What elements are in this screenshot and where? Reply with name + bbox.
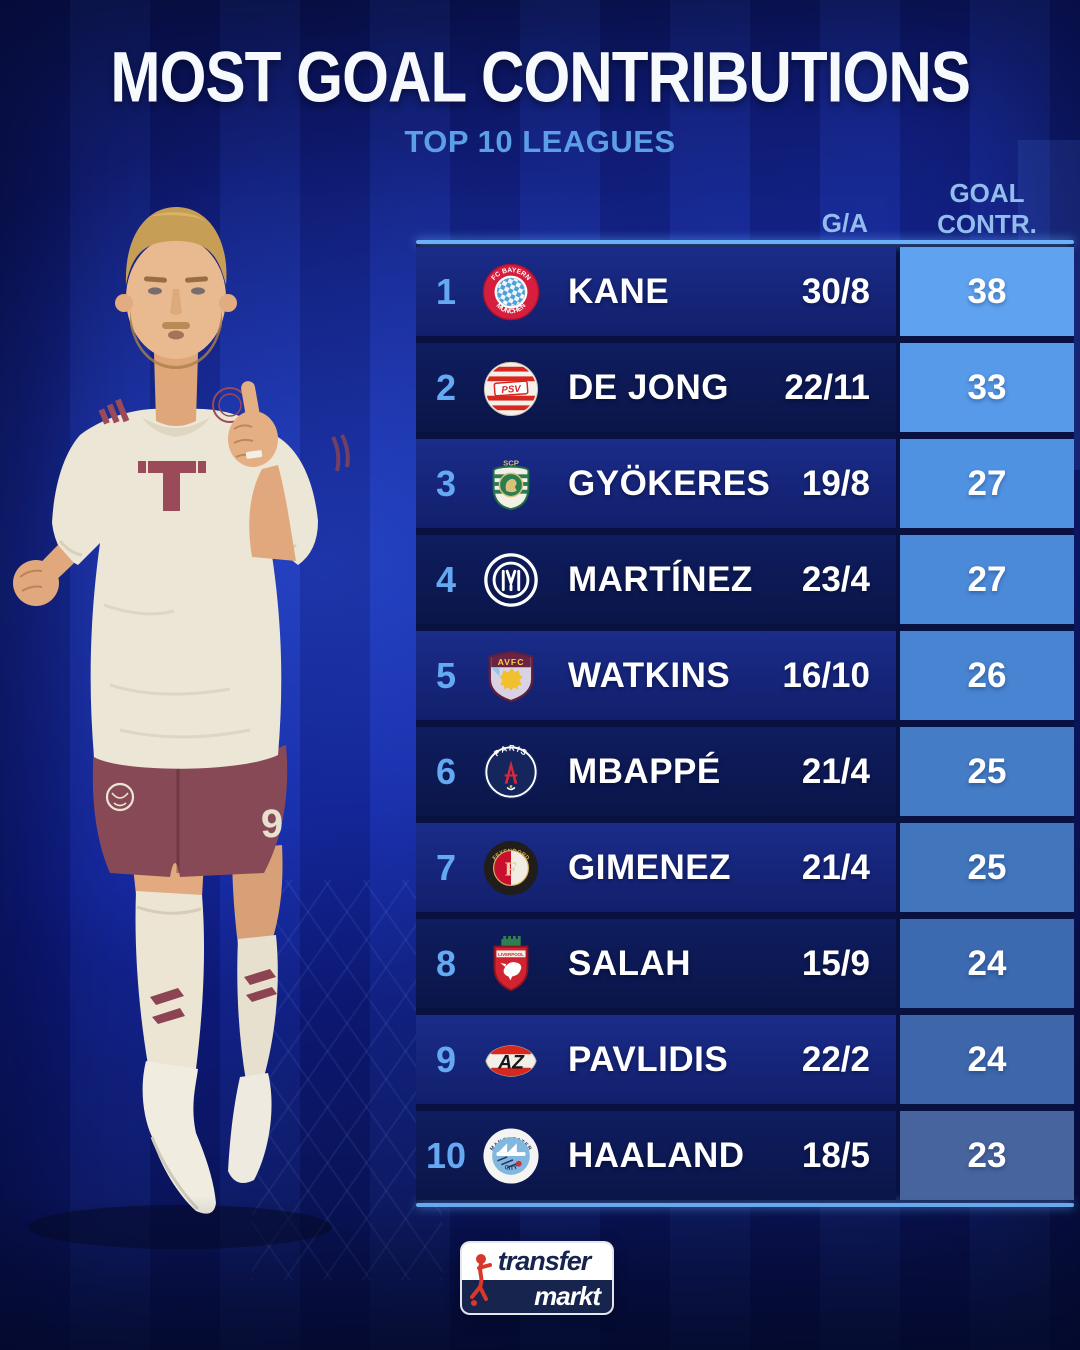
ga-value: 21/4 xyxy=(801,847,870,887)
rank-label: 10 xyxy=(425,1134,467,1176)
rank-label: 2 xyxy=(435,366,457,408)
ga-value: 22/2 xyxy=(801,1039,870,1079)
table-row-main: 6 PARIS MBAPPÉ 21/4 xyxy=(416,727,896,816)
table-row: 1 FC BAYERN MÜNCHEN KANE 30/8 38 xyxy=(416,247,1074,336)
rank-label: 8 xyxy=(435,942,457,984)
column-header-goal-line: GOAL xyxy=(949,178,1025,208)
transfermarkt-logo: transfer markt xyxy=(462,1243,612,1313)
table-row-main: 5 AVFC WATKINS 16/10 xyxy=(416,631,896,720)
manchester-city-badge-icon: MANCHESTERCITY xyxy=(482,1127,540,1185)
rank-label: 3 xyxy=(435,462,457,504)
column-header-ga: G/A xyxy=(821,208,868,238)
page-title: MOST GOAL CONTRIBUTIONS xyxy=(0,37,1080,118)
ga-value: 22/11 xyxy=(784,367,870,407)
goal-contr-value: 26 xyxy=(900,631,1074,720)
goal-contr-value: 33 xyxy=(900,343,1074,432)
table-row: 3 SCP GYÖKERES 19/8 27 xyxy=(416,439,1074,528)
table-row: 2 PSV DE JONG 22/11 33 xyxy=(416,343,1074,432)
rank-label: 7 xyxy=(435,846,457,888)
sporting-cp-badge-icon: SCP xyxy=(482,455,540,513)
rank-label: 1 xyxy=(435,270,457,312)
table-row-main: 8 LIVERPOOL SALAH 15/9 xyxy=(416,919,896,1008)
aston-villa-badge-icon: AVFC xyxy=(482,647,540,705)
table-row: 8 LIVERPOOL SALAH 15/9 24 xyxy=(416,919,1074,1008)
transfermarkt-logo-top-text: transfer xyxy=(497,1246,592,1276)
rank-label: 5 xyxy=(435,654,457,696)
svg-text:PSV: PSV xyxy=(501,383,523,395)
rank-label: 9 xyxy=(435,1038,457,1080)
column-header-goal-contr: GOAL CONTR. xyxy=(900,178,1074,240)
svg-text:LIVERPOOL: LIVERPOOL xyxy=(498,951,524,956)
goal-contr-value: 25 xyxy=(900,823,1074,912)
svg-text:F: F xyxy=(505,858,517,880)
ga-value: 21/4 xyxy=(801,751,870,791)
table-row-main: 7 FEYENOORDROTTERDAMF GIMENEZ 21/4 xyxy=(416,823,896,912)
goal-contr-value: 27 xyxy=(900,439,1074,528)
goal-contr-value: 25 xyxy=(900,727,1074,816)
page-title-text: MOST GOAL CONTRIBUTIONS xyxy=(110,36,971,118)
table-rows: 1 FC BAYERN MÜNCHEN KANE 30/8 38 2 PSV DE… xyxy=(416,247,1074,1207)
ga-value: 18/5 xyxy=(801,1135,870,1175)
table-row-main: 3 SCP GYÖKERES 19/8 xyxy=(416,439,896,528)
liverpool-badge-icon: LIVERPOOL xyxy=(482,935,540,993)
player-name: MARTÍNEZ xyxy=(568,559,753,599)
player-name: GYÖKERES xyxy=(568,463,771,503)
psv-eindhoven-badge-icon: PSV xyxy=(482,359,540,417)
bayern-munich-badge-icon: FC BAYERN MÜNCHEN xyxy=(482,263,540,321)
player-name: DE JONG xyxy=(568,367,730,407)
table-row: 9 AZ PAVLIDIS 22/2 24 xyxy=(416,1015,1074,1104)
player-name: SALAH xyxy=(568,943,692,983)
player-name: GIMENEZ xyxy=(568,847,731,887)
table-top-border xyxy=(416,240,1074,244)
goal-contr-value: 23 xyxy=(900,1111,1074,1200)
transfermarkt-logo-bottom-text: markt xyxy=(462,1280,612,1313)
table-row-main: 4 MARTÍNEZ 23/4 xyxy=(416,535,896,624)
goal-contr-value: 24 xyxy=(900,1015,1074,1104)
rank-label: 4 xyxy=(435,558,457,600)
player-photo-kane: 9 xyxy=(13,207,350,1249)
inter-milan-badge-icon xyxy=(482,551,540,609)
ga-value: 19/8 xyxy=(801,463,870,503)
table-row-main: 2 PSV DE JONG 22/11 xyxy=(416,343,896,432)
player-name: HAALAND xyxy=(568,1135,745,1175)
table-row-main: 9 AZ PAVLIDIS 22/2 xyxy=(416,1015,896,1104)
table-row: 6 PARIS MBAPPÉ 21/4 25 xyxy=(416,727,1074,816)
feyenoord-badge-icon: FEYENOORDROTTERDAMF xyxy=(482,839,540,897)
table-row: 5 AVFC WATKINS 16/10 26 xyxy=(416,631,1074,720)
rank-label: 6 xyxy=(435,750,457,792)
svg-text:CITY: CITY xyxy=(504,1163,520,1171)
ga-value: 15/9 xyxy=(801,943,870,983)
ga-value: 30/8 xyxy=(801,271,870,311)
az-alkmaar-badge-icon: AZ xyxy=(482,1031,540,1089)
svg-text:SCP: SCP xyxy=(503,458,519,467)
svg-text:AZ: AZ xyxy=(497,1052,525,1073)
table-row: 10 MANCHESTERCITY HAALAND 18/5 23 xyxy=(416,1111,1074,1200)
svg-text:9: 9 xyxy=(261,802,283,846)
player-name: MBAPPÉ xyxy=(568,751,721,791)
goal-contr-value: 27 xyxy=(900,535,1074,624)
svg-text:AVFC: AVFC xyxy=(498,656,525,666)
player-name: KANE xyxy=(568,271,670,311)
page-subtitle: TOP 10 LEAGUES xyxy=(404,124,676,159)
table-row: 4 MARTÍNEZ 23/4 27 xyxy=(416,535,1074,624)
column-header-contr-line: CONTR. xyxy=(937,209,1037,239)
table-row: 7 FEYENOORDROTTERDAMF GIMENEZ 21/4 25 xyxy=(416,823,1074,912)
player-name: WATKINS xyxy=(568,655,731,695)
goal-contr-value: 24 xyxy=(900,919,1074,1008)
table-row-main: 1 FC BAYERN MÜNCHEN KANE 30/8 xyxy=(416,247,896,336)
ga-value: 23/4 xyxy=(801,559,870,599)
table-row-main: 10 MANCHESTERCITY HAALAND 18/5 xyxy=(416,1111,896,1200)
player-name: PAVLIDIS xyxy=(568,1039,729,1079)
psg-badge-icon: PARIS xyxy=(482,743,540,801)
goal-contr-value: 38 xyxy=(900,247,1074,336)
ga-value: 16/10 xyxy=(782,655,870,695)
transfermarkt-player-icon xyxy=(470,1254,492,1306)
